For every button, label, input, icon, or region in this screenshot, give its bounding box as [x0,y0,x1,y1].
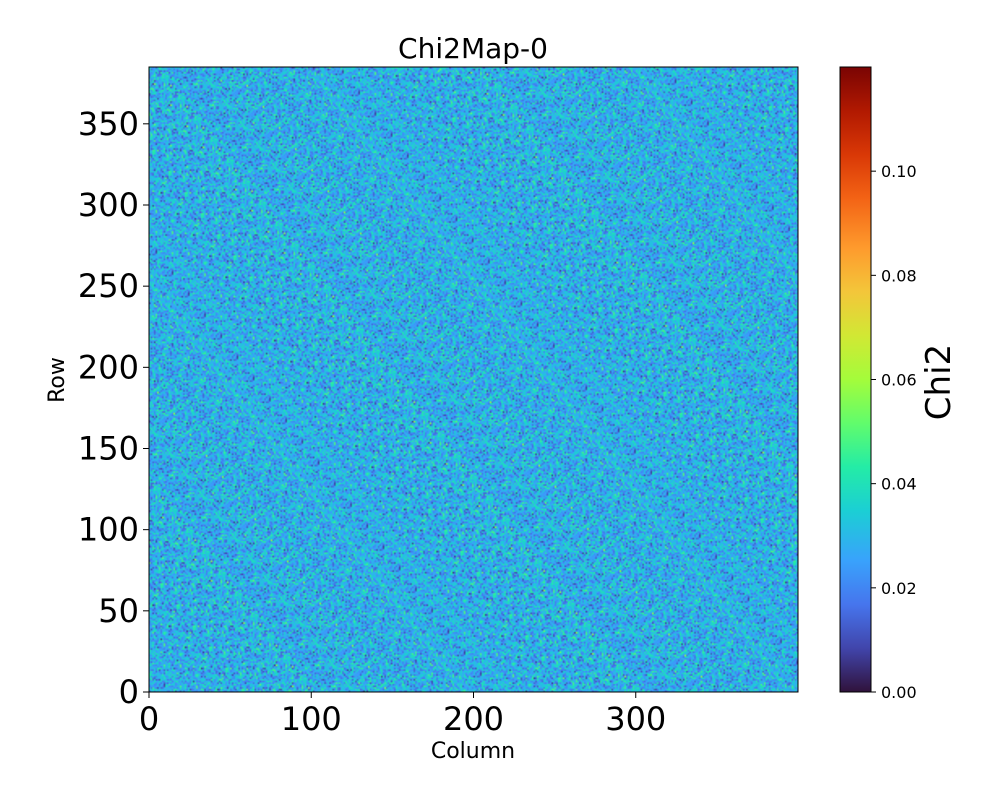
colorbar-tick-label: 0.02 [881,579,917,598]
y-tick-label: 150 [78,429,139,467]
chart-title: Chi2Map-0 [398,32,548,65]
heatmap-image [149,67,798,692]
x-tick-label: 0 [139,700,159,738]
colorbar-tick-label: 0.06 [881,371,917,390]
y-tick-label: 100 [78,511,139,549]
colorbar-tick-label: 0.04 [881,475,917,494]
colorbar-axis: 0.00 0.02 0.04 0.06 0.08 0.10 [871,162,917,702]
colorbar [839,66,872,693]
x-axis: 0 100 200 300 [139,692,666,738]
y-tick-label: 350 [78,105,139,143]
y-tick-label: 0 [119,673,139,711]
y-tick-label: 250 [78,267,139,305]
y-tick-label: 50 [98,592,139,630]
y-axis-label: Row [45,357,70,403]
x-tick-label: 200 [443,700,504,738]
colorbar-tick-label: 0.08 [881,266,917,285]
x-axis-label: Column [431,739,515,764]
y-axis: 0 50 100 150 200 250 300 350 [78,105,149,711]
y-tick-label: 300 [78,186,139,224]
colorbar-tick-label: 0.00 [881,683,917,702]
x-tick-label: 300 [605,700,666,738]
x-tick-label: 100 [281,700,342,738]
colorbar-tick-label: 0.10 [881,162,917,181]
y-tick-label: 200 [78,348,139,386]
colorbar-label: Chi2 [919,344,959,420]
